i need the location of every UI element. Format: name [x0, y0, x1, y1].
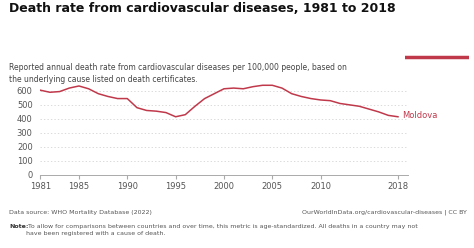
Text: Death rate from cardiovascular diseases, 1981 to 2018: Death rate from cardiovascular diseases,…	[9, 2, 396, 15]
Text: To allow for comparisons between countries and over time, this metric is age-sta: To allow for comparisons between countri…	[26, 224, 418, 236]
Text: Our World: Our World	[414, 17, 460, 26]
Text: Moldova: Moldova	[402, 111, 437, 120]
Text: in Data: in Data	[421, 39, 454, 48]
Text: Note:: Note:	[9, 224, 29, 229]
Text: OurWorldInData.org/cardiovascular-diseases | CC BY: OurWorldInData.org/cardiovascular-diseas…	[302, 210, 467, 215]
Text: Data source: WHO Mortality Database (2022): Data source: WHO Mortality Database (202…	[9, 210, 152, 215]
Text: Reported annual death rate from cardiovascular diseases per 100,000 people, base: Reported annual death rate from cardiova…	[9, 63, 347, 84]
